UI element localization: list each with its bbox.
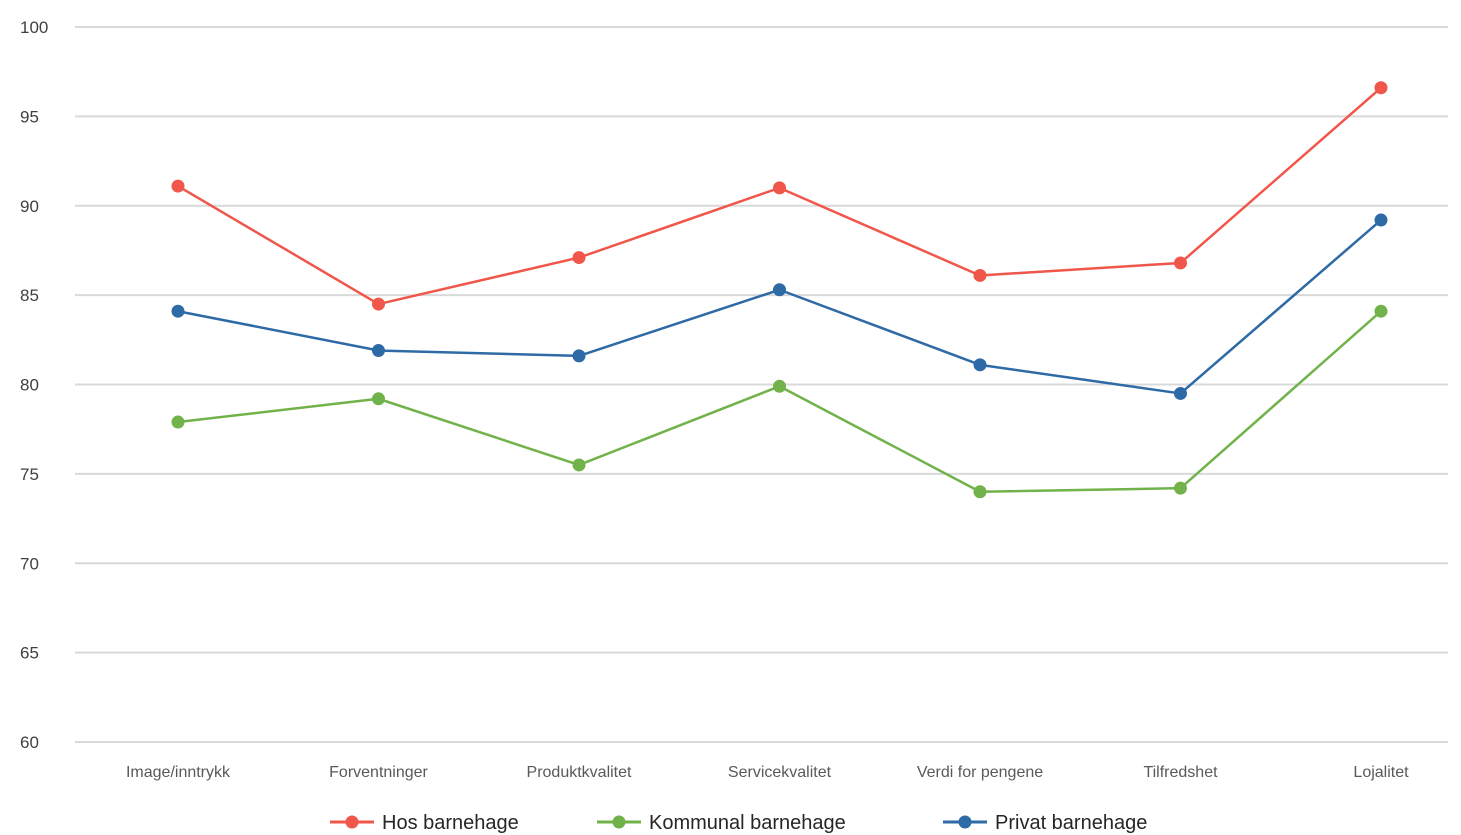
legend-label: Hos barnehage — [382, 812, 519, 834]
legend-label: Kommunal barnehage — [649, 812, 846, 834]
legend: Hos barnehage Kommunal barnehage Privat ba… — [330, 812, 1147, 834]
x-axis-labels: Image/inntrykk Forventninger Produktkvalit… — [126, 764, 1409, 781]
x-category-label: Servicekvalitet — [728, 764, 832, 781]
data-point — [773, 181, 786, 194]
data-point — [1174, 256, 1187, 269]
x-category-label: Image/inntrykk — [126, 764, 231, 781]
legend-item: Kommunal barnehage — [597, 812, 846, 834]
y-tick-label: 70 — [20, 554, 39, 573]
data-point — [1375, 81, 1388, 94]
y-tick-label: 65 — [20, 644, 39, 663]
x-category-label: Tilfredshet — [1143, 764, 1218, 781]
legend-marker — [959, 816, 972, 829]
y-tick-label: 100 — [20, 18, 48, 37]
data-point — [372, 392, 385, 405]
legend-marker — [613, 816, 626, 829]
gridlines — [75, 27, 1448, 742]
data-point — [1174, 482, 1187, 495]
x-category-label: Verdi for pengene — [917, 764, 1043, 781]
series-1 — [172, 305, 1388, 499]
x-category-label: Produktkvalitet — [527, 764, 632, 781]
y-tick-label: 95 — [20, 107, 39, 126]
y-tick-label: 85 — [20, 286, 39, 305]
y-tick-label: 90 — [20, 197, 39, 216]
data-point — [974, 269, 987, 282]
data-point — [773, 380, 786, 393]
data-point — [1375, 214, 1388, 227]
data-point — [974, 485, 987, 498]
y-tick-label: 75 — [20, 465, 39, 484]
data-point — [1174, 387, 1187, 400]
y-tick-label: 60 — [20, 733, 39, 752]
data-point — [372, 344, 385, 357]
data-point — [573, 349, 586, 362]
y-tick-label: 80 — [20, 376, 39, 395]
series-line — [178, 88, 1381, 304]
x-category-label: Lojalitet — [1353, 764, 1409, 781]
data-point — [172, 416, 185, 429]
data-point — [573, 458, 586, 471]
data-point — [974, 358, 987, 371]
legend-marker — [346, 816, 359, 829]
data-point — [773, 283, 786, 296]
legend-item: Hos barnehage — [330, 812, 519, 834]
data-point — [372, 298, 385, 311]
legend-item: Privat barnehage — [943, 812, 1147, 834]
legend-label: Privat barnehage — [995, 812, 1147, 834]
data-point — [573, 251, 586, 264]
data-point — [1375, 305, 1388, 318]
data-point — [172, 305, 185, 318]
x-category-label: Forventninger — [329, 764, 428, 781]
data-point — [172, 180, 185, 193]
y-axis-ticks: 100 95 90 85 80 75 70 65 60 — [20, 18, 48, 752]
series-line — [178, 311, 1381, 492]
series-lines — [172, 81, 1388, 498]
